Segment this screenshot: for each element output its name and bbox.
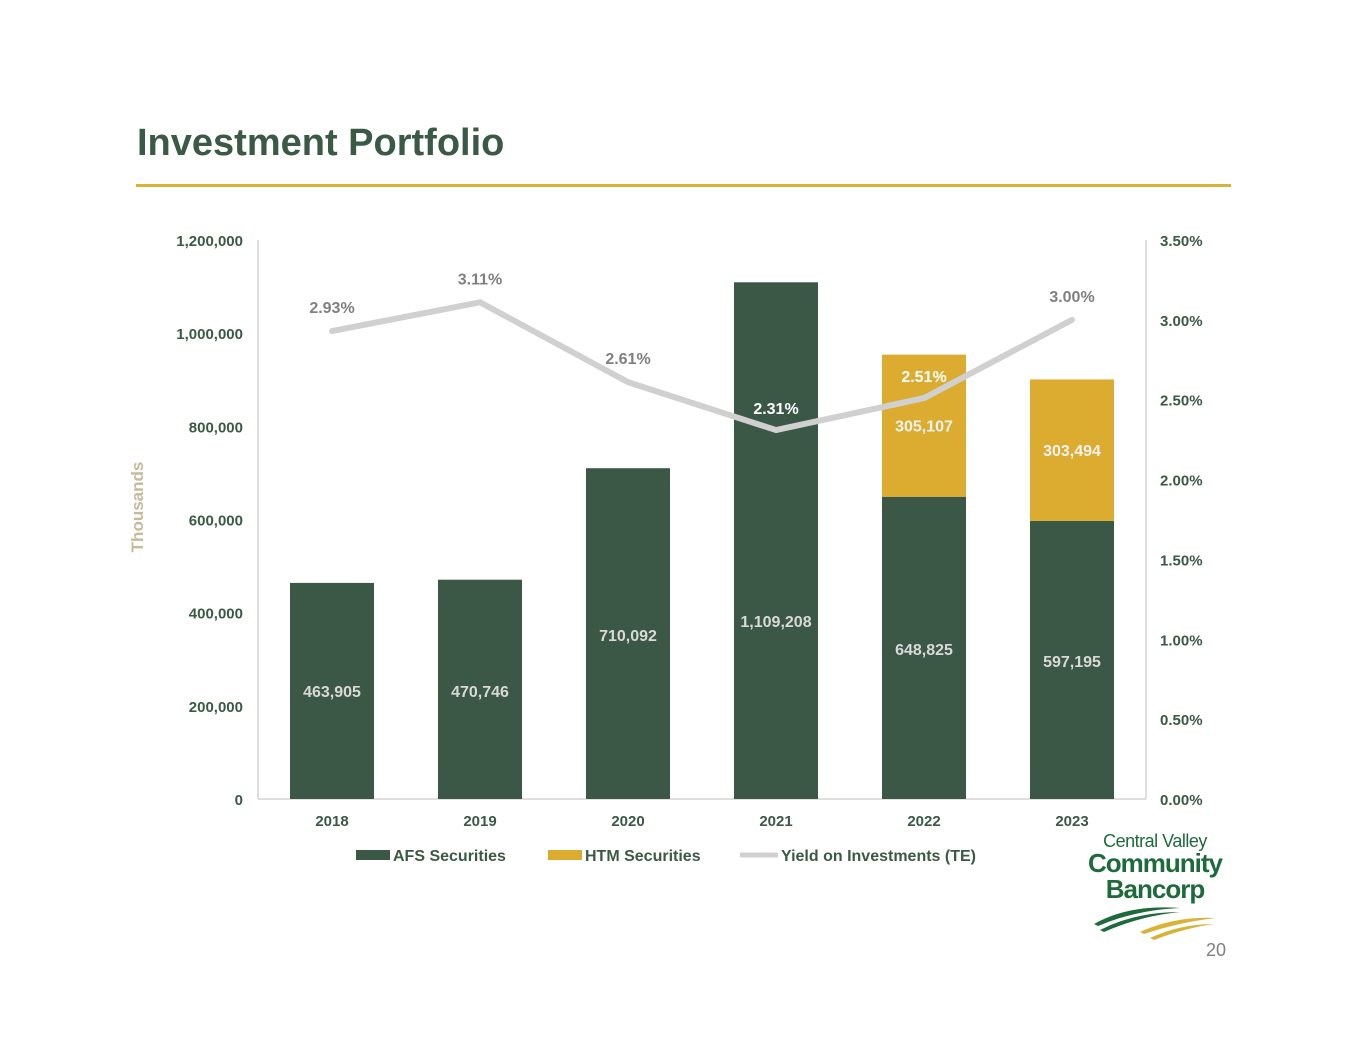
- legend-swatch-afs: [356, 850, 390, 860]
- y-tick-label: 1,000,000: [176, 326, 243, 343]
- yield-data-label: 3.11%: [458, 271, 502, 288]
- y-tick-label: 0: [235, 792, 243, 809]
- y-tick-label: 400,000: [189, 606, 243, 623]
- y-axis-title: Thousands: [128, 462, 147, 553]
- legend-label-htm: HTM Securities: [585, 848, 701, 865]
- yield-data-label: 3.00%: [1049, 289, 1094, 306]
- x-tick-label: 2023: [1055, 813, 1088, 830]
- afs-bar: [586, 468, 670, 799]
- company-logo: Central Valley Community Bancorp: [1080, 832, 1230, 946]
- y-tick-label: 800,000: [189, 419, 243, 436]
- logo-fields-icon: [1094, 907, 1216, 940]
- afs-data-label: 648,825: [895, 642, 953, 659]
- afs-data-label: 463,905: [303, 684, 361, 701]
- afs-data-label: 470,746: [451, 684, 509, 701]
- afs-data-label: 597,195: [1043, 654, 1101, 671]
- yield-data-label: 2.31%: [753, 401, 798, 418]
- title-divider: [136, 184, 1231, 187]
- y2-tick-label: 0.50%: [1160, 712, 1203, 729]
- yield-data-label: 2.51%: [901, 369, 946, 386]
- afs-bar: [290, 582, 374, 799]
- x-tick-label: 2022: [907, 813, 940, 830]
- afs-bar: [438, 579, 522, 799]
- x-tick-label: 2021: [759, 813, 792, 830]
- yield-data-label: 2.93%: [309, 300, 354, 317]
- legend-label-yield: Yield on Investments (TE): [781, 848, 976, 865]
- y2-tick-label: 2.00%: [1160, 473, 1203, 490]
- afs-bar: [734, 282, 818, 799]
- slide-title: Investment Portfolio: [137, 122, 505, 164]
- legend-label-afs: AFS Securities: [393, 848, 506, 865]
- legend-swatch-htm: [548, 850, 582, 860]
- y2-tick-label: 3.00%: [1160, 313, 1203, 330]
- htm-bar: [882, 354, 966, 497]
- y2-tick-label: 0.00%: [1160, 792, 1203, 809]
- x-tick-label: 2020: [611, 813, 644, 830]
- afs-data-label: 1,109,208: [740, 614, 811, 631]
- y2-tick-label: 1.00%: [1160, 632, 1203, 649]
- afs-bar: [1030, 520, 1114, 799]
- x-tick-label: 2018: [315, 813, 348, 830]
- y-tick-label: 200,000: [189, 699, 243, 716]
- htm-data-label: 303,494: [1043, 443, 1101, 460]
- afs-data-label: 710,092: [599, 628, 657, 645]
- logo-line1: Central Valley: [1103, 831, 1207, 851]
- page-number: 20: [1206, 940, 1227, 960]
- logo-line2: Community: [1088, 848, 1223, 878]
- yield-line: [329, 299, 1075, 434]
- afs-bar: [882, 496, 966, 799]
- htm-data-label: 305,107: [895, 419, 953, 436]
- x-tick-label: 2019: [463, 813, 496, 830]
- y2-tick-label: 3.50%: [1160, 233, 1203, 250]
- y2-tick-label: 1.50%: [1160, 552, 1203, 569]
- y-tick-label: 1,200,000: [176, 233, 243, 250]
- logo-line3: Bancorp: [1105, 874, 1205, 904]
- investment-chart: 0 200,000 400,000 600,000 800,000 1,000,000 1,…: [128, 233, 1203, 865]
- htm-bar: [1030, 379, 1114, 521]
- y-tick-label: 600,000: [189, 513, 243, 530]
- yield-data-label: 2.61%: [605, 351, 650, 368]
- y2-tick-label: 2.50%: [1160, 393, 1203, 410]
